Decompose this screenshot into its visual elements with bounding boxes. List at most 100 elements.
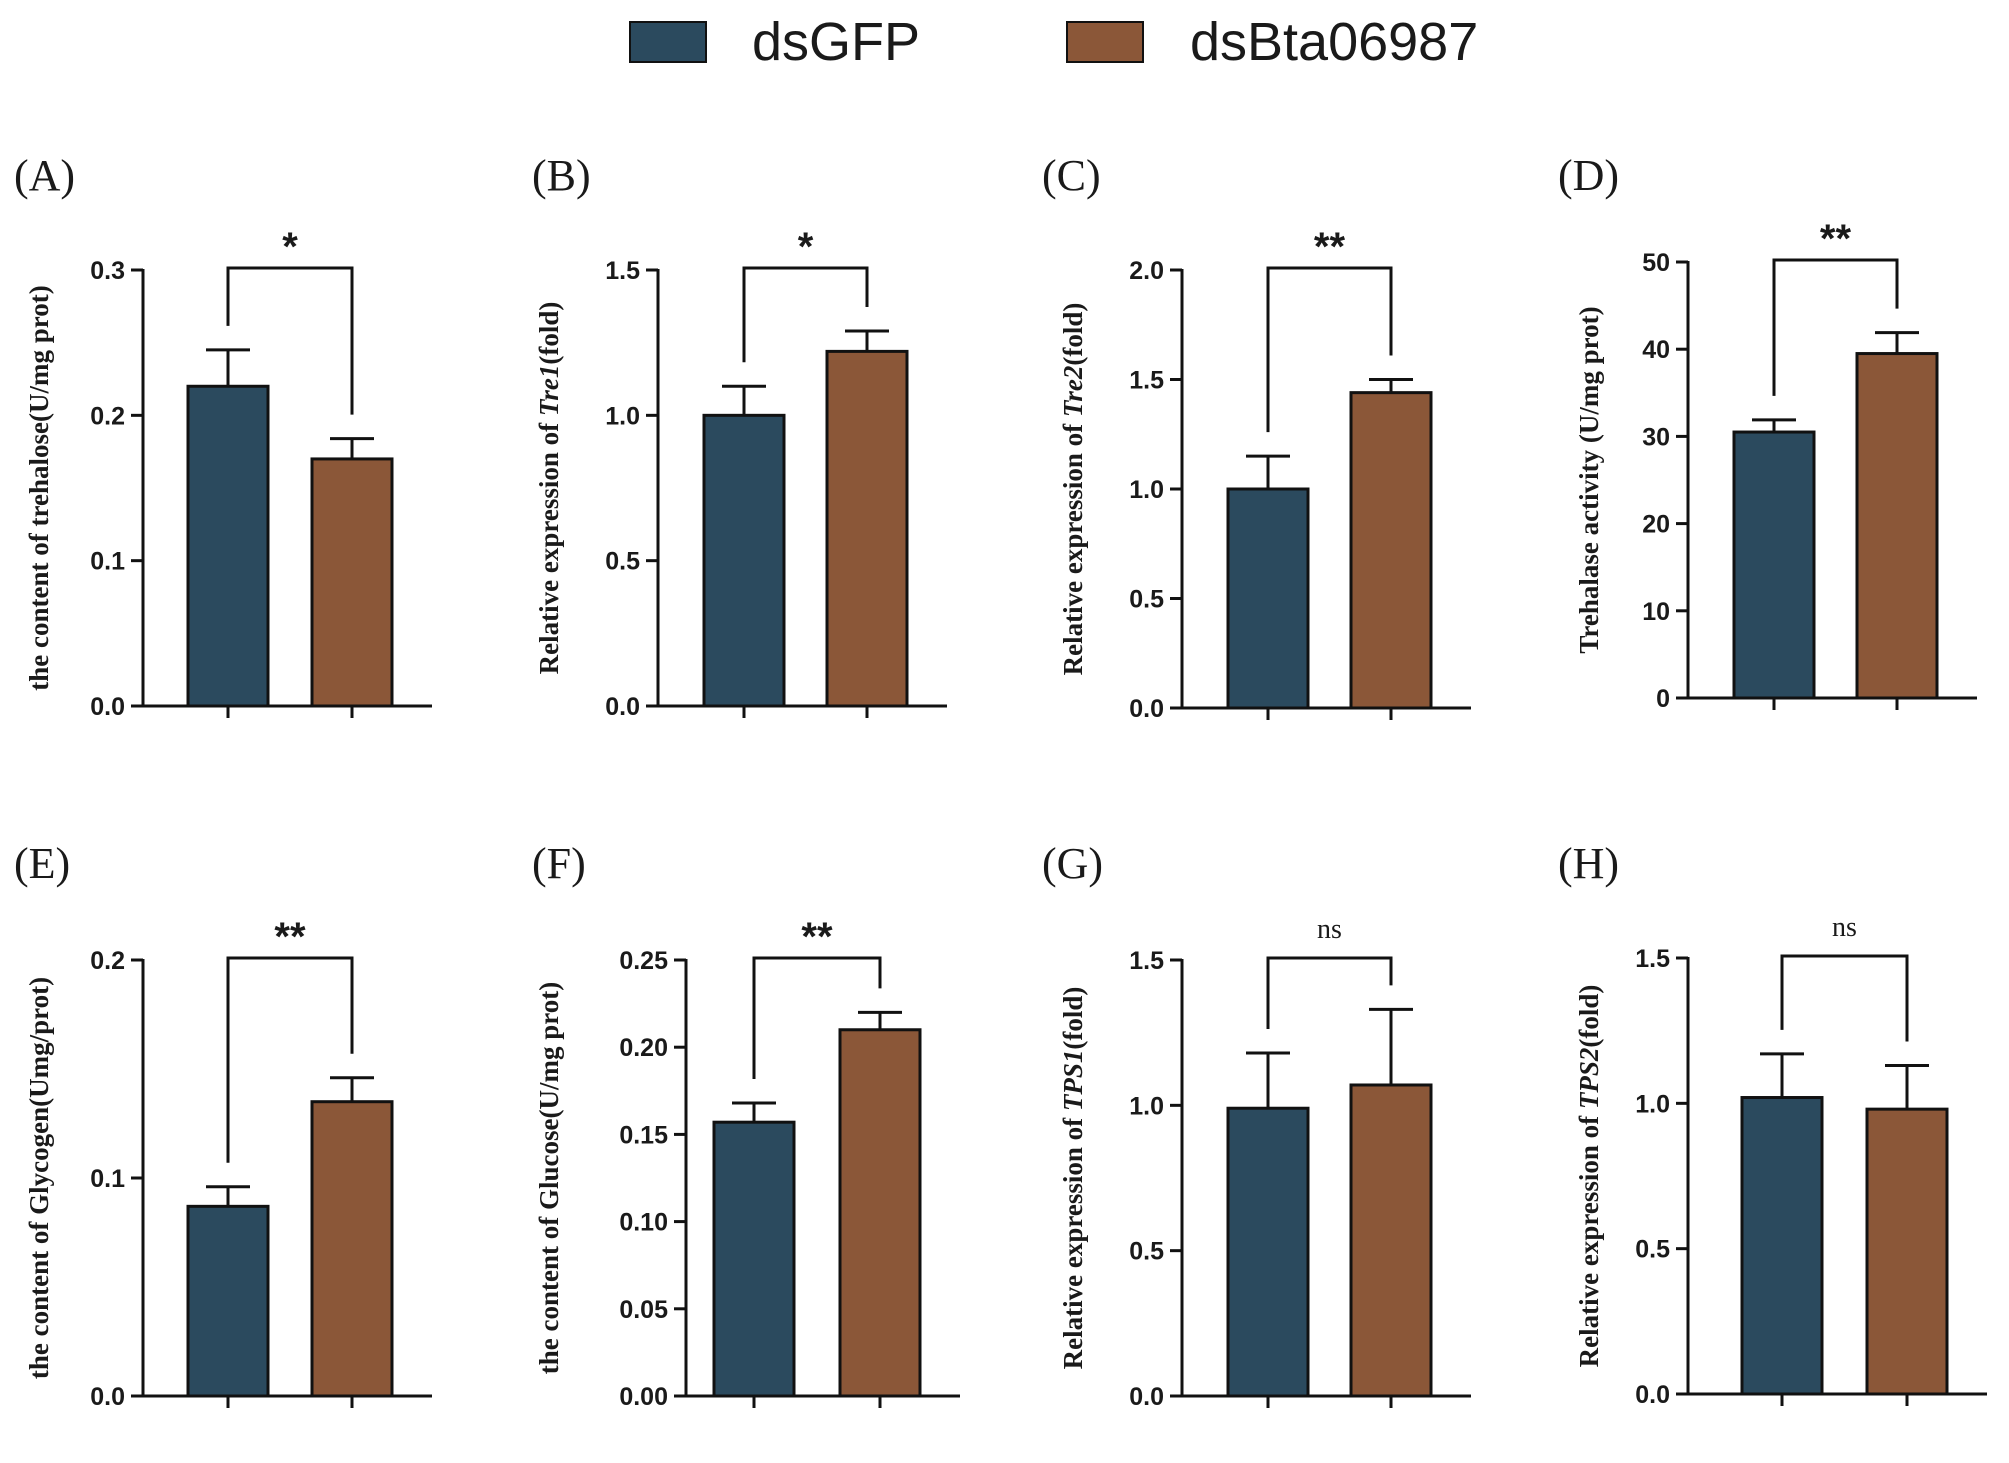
bar-dsgfp: [186, 1204, 270, 1398]
bar-dsbta06987: [310, 457, 394, 708]
bar-dsgfp: [702, 413, 786, 708]
gene-name: Tre2: [1058, 366, 1088, 417]
gene-name: Tre1: [534, 365, 564, 416]
bar-dsbta06987: [1349, 391, 1433, 710]
y-tick-label: 0.2: [90, 402, 125, 430]
y-axis-label-part: Relative expression of: [1058, 417, 1088, 675]
y-tick-label: 0.5: [1635, 1236, 1670, 1264]
y-tick-label: 1.5: [1129, 947, 1164, 975]
significance-label: *: [798, 225, 814, 269]
significance-label: **: [1820, 217, 1852, 261]
panel-label: (A): [14, 151, 75, 200]
significance-label: *: [282, 225, 298, 269]
y-tick-label: 0.20: [619, 1034, 668, 1062]
significance-bracket: [226, 956, 354, 1163]
bar-dsbta06987: [1349, 1083, 1433, 1398]
y-tick-label: 0.25: [619, 947, 668, 975]
y-tick-label: 0.0: [90, 1383, 125, 1411]
significance-bracket: [226, 266, 354, 415]
y-axis-label: the content of Glycogen(Umg/prot): [24, 977, 54, 1379]
y-axis-label-part: (fold): [534, 302, 564, 365]
y-tick-label: 0.0: [1129, 695, 1164, 723]
y-tick-label: 0.5: [605, 548, 640, 576]
bar-dsbta06987: [1855, 352, 1939, 700]
significance-bracket: [1780, 954, 1909, 1042]
y-tick-label: 1.0: [1129, 1092, 1164, 1120]
significance-label: **: [801, 915, 833, 959]
chart-panel-b: (B) 0.0 0.5 1.0 1.5 Relative expression of Tr…: [532, 151, 947, 721]
significance-bracket: [1266, 266, 1393, 433]
y-axis-label: Relative expression of TPS2(fold): [1574, 985, 1604, 1368]
y-tick-label: 50: [1642, 249, 1670, 277]
legend: dsGFP dsBta06987: [629, 12, 1478, 72]
panel-label: (D): [1558, 151, 1619, 200]
y-tick-label: 1.5: [605, 257, 640, 285]
y-tick-label: 1.5: [1635, 945, 1670, 973]
significance-bracket: [1266, 956, 1393, 1030]
legend-label-dsbta06987: dsBta06987: [1190, 12, 1478, 72]
chart-panel-d: (D) 0 10 20 30 40 50 Trehalase activity (U/mg p…: [1558, 151, 1977, 713]
chart-panel-c: (C) 0.0 0.5 1.0 1.5 2.0 Relative expression of…: [1042, 151, 1471, 723]
gene-name: TPS1: [1058, 1050, 1088, 1112]
panel-label: (E): [14, 839, 70, 888]
panel-label: (F): [532, 839, 586, 888]
y-tick-label: 1.0: [1129, 476, 1164, 504]
bar-dsbta06987: [1865, 1107, 1949, 1396]
y-axis-label: the content of trehalose(U/mg prot): [24, 285, 54, 690]
bar-dsgfp: [1732, 430, 1816, 700]
legend-swatch-dsgfp: [629, 21, 707, 63]
y-axis-label: Relative expression of Tre1(fold): [534, 302, 564, 675]
panel-label: (H): [1558, 839, 1619, 888]
y-tick-label: 0.0: [1129, 1383, 1164, 1411]
gene-name: TPS2: [1574, 1048, 1604, 1110]
y-tick-label: 0.0: [605, 693, 640, 721]
bar-dsgfp: [712, 1120, 796, 1398]
bar-dsgfp: [186, 384, 270, 708]
y-tick-label: 0.1: [90, 548, 125, 576]
panel-label: (G): [1042, 839, 1103, 888]
y-tick-label: 2.0: [1129, 257, 1164, 285]
y-tick-label: 0.1: [90, 1165, 125, 1193]
y-tick-label: 0.15: [619, 1121, 668, 1149]
y-axis-label-part: (fold): [1574, 985, 1604, 1048]
y-axis-label: the content of Glucose(U/mg prot): [534, 982, 564, 1374]
y-tick-label: 0.5: [1129, 586, 1164, 614]
y-tick-label: 20: [1642, 511, 1670, 539]
chart-panel-e: (E) 0.0 0.1 0.2 the content of Glycogen(Umg/…: [14, 839, 432, 1411]
y-axis-label: Relative expression of Tre2(fold): [1058, 303, 1088, 676]
significance-label: **: [274, 915, 306, 959]
y-tick-label: 1.5: [1129, 367, 1164, 395]
chart-panel-f: (F) 0.00 0.05 0.10 0.15 0.20 0.25 the content o…: [532, 839, 960, 1411]
y-axis-label-part: Relative expression of: [534, 416, 564, 674]
bar-dsgfp: [1226, 1106, 1310, 1398]
y-tick-label: 0.3: [90, 257, 125, 285]
chart-panel-h: (H) 0.0 0.5 1.0 1.5 Relative expression of TP…: [1558, 839, 1987, 1409]
y-tick-label: 10: [1642, 598, 1670, 626]
y-axis-label-part: (fold): [1058, 303, 1088, 366]
y-tick-label: 0.5: [1129, 1238, 1164, 1266]
significance-label: ns: [1832, 912, 1857, 943]
y-tick-label: 1.0: [1635, 1090, 1670, 1118]
bar-dsbta06987: [825, 349, 909, 708]
y-axis-label: Relative expression of TPS1(fold): [1058, 987, 1088, 1370]
y-tick-label: 1.0: [605, 402, 640, 430]
y-axis-label-part: Relative expression of: [1574, 1109, 1604, 1367]
y-tick-label: 0.0: [1635, 1381, 1670, 1409]
y-axis-label-part: Relative expression of: [1058, 1111, 1088, 1369]
significance-bracket: [1772, 258, 1899, 396]
bar-dsgfp: [1740, 1096, 1824, 1396]
y-axis-label: Trehalase activity (U/mg prot): [1574, 306, 1604, 653]
bar-dsgfp: [1226, 487, 1310, 710]
significance-bracket: [752, 956, 882, 1080]
y-tick-label: 40: [1642, 336, 1670, 364]
y-tick-label: 0: [1656, 685, 1670, 713]
y-tick-label: 0.00: [619, 1383, 668, 1411]
panel-label: (B): [532, 151, 591, 200]
significance-bracket: [742, 266, 869, 363]
y-axis-label-part: (fold): [1058, 987, 1088, 1050]
chart-panel-a: (A) 0.0 0.1 0.2 0.3 the content of trehalose(…: [14, 151, 432, 721]
y-tick-label: 0.0: [90, 693, 125, 721]
legend-label-dsgfp: dsGFP: [752, 12, 920, 72]
bar-dsbta06987: [310, 1100, 394, 1398]
